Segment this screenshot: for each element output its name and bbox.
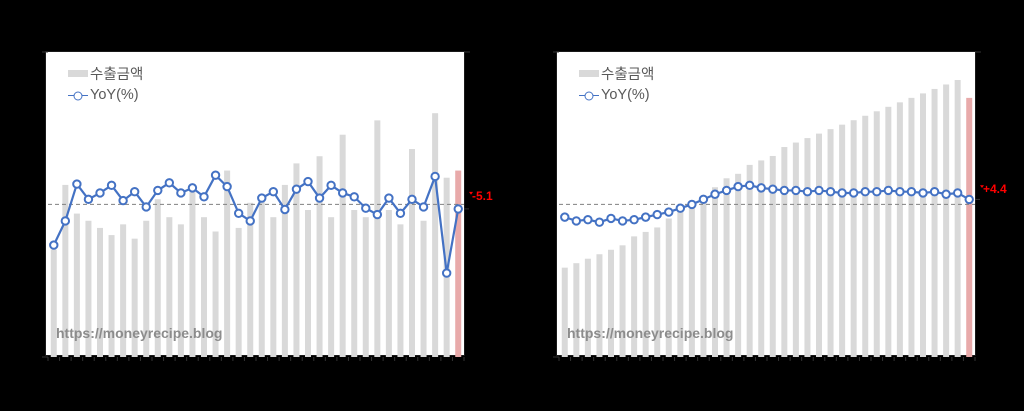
svg-text:+4.4: +4.4	[983, 182, 1007, 196]
svg-text:-5.1: -5.1	[472, 189, 493, 203]
